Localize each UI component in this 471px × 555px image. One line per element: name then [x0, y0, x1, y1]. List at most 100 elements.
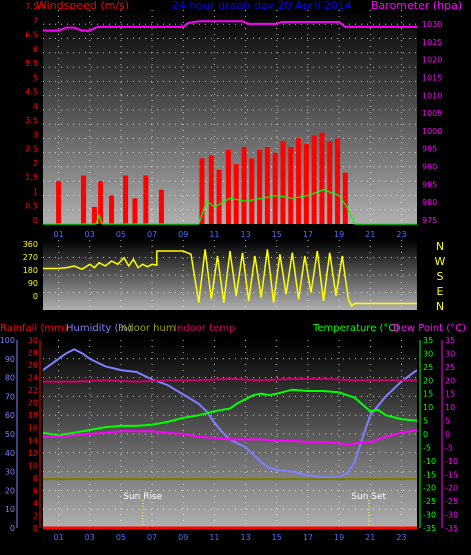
- direction-series: [43, 249, 417, 308]
- barometer-tick-label: 980: [422, 198, 437, 207]
- gust-bar: [199, 158, 205, 224]
- barometer-tick-label: 1020: [422, 56, 442, 65]
- gust-bar: [303, 144, 309, 224]
- rainfall-tick-label: 22: [28, 386, 38, 395]
- rainfall-tick-label: 20: [28, 399, 38, 408]
- time-tick-label: 01: [53, 230, 63, 239]
- temperature-tick-label: -10: [423, 457, 436, 466]
- barometer-tick-label: 1030: [422, 20, 442, 29]
- temperature-tick-label: 30: [423, 349, 433, 358]
- humidity-tick-label: 30: [5, 468, 15, 477]
- dewpoint-tick-label: -25: [445, 497, 458, 506]
- gust-bar: [327, 141, 333, 224]
- rainfall-tick-label: 2: [33, 511, 38, 520]
- windspeed-tick-label: 5.5: [25, 59, 38, 68]
- barometer-tick-label: 1010: [422, 91, 442, 100]
- rainfall-tick-label: 30: [28, 336, 38, 345]
- gust-bar: [233, 164, 239, 224]
- windspeed-tick-label: 0: [33, 216, 38, 225]
- barometer-tick-label: 1025: [422, 38, 442, 47]
- time-tick-label: 21: [365, 533, 375, 542]
- time-tick-label: 03: [85, 230, 95, 239]
- windspeed-tick-label: 4.5: [25, 88, 38, 97]
- barometer-ticks: 975 980 985 990 995 1000 1005 1010 1015 1020 1025 1…: [422, 20, 442, 225]
- time-tick-label: 13: [240, 533, 250, 542]
- temperature-ticks: -35 -30 -25 -20 -15 -10 -5 0 5 10 15 20 25 30 35: [423, 336, 436, 533]
- chart-title: 24 hour graph day 20 April 2014: [172, 0, 352, 12]
- time-tick-label: 19: [334, 533, 344, 542]
- dewpoint-tick-label: 25: [445, 363, 455, 372]
- dewpoint-tick-label: -35: [445, 524, 458, 533]
- windspeed-axis-label: Windspeed (m/s): [36, 0, 129, 12]
- sun-markers: Sun Rise Sun Set: [123, 492, 387, 528]
- rainfall-tick-label: 12: [28, 449, 38, 458]
- windspeed-ticks: 0 0.5 1 1.5 2 2.5 3 3.5 4 4.5 5 5.5 6 6.5 7 7.5: [25, 2, 38, 225]
- temperature-line: [42, 388, 418, 437]
- direction-grid: [43, 240, 417, 310]
- barometer-tick-label: 1000: [422, 127, 442, 136]
- wind-time-ticks: 01 03 05 07 09 11 13 15 17 19 21 23: [53, 230, 406, 239]
- windspeed-tick-label: 3: [33, 130, 38, 139]
- gust-bar: [109, 195, 115, 224]
- barometer-line: [43, 20, 417, 32]
- gust-bar: [319, 132, 325, 224]
- windspeed-tick-label: 0.5: [25, 202, 38, 211]
- rainfall-tick-label: 6: [33, 486, 38, 495]
- humidity-tick-label: 40: [5, 449, 15, 458]
- gust-bar: [208, 155, 214, 224]
- temperature-axis-label: Temperature (°C): [312, 323, 399, 334]
- compass-letter: E: [437, 285, 444, 298]
- gust-bar: [123, 175, 129, 224]
- time-tick-label: 23: [396, 230, 406, 239]
- compass-letter: S: [437, 270, 444, 283]
- time-tick-label: 05: [116, 230, 126, 239]
- windspeed-tick-label: 4: [33, 102, 38, 111]
- rainfall-tick-label: 18: [28, 411, 38, 420]
- windspeed-tick-label: 7: [33, 16, 38, 25]
- temperature-tick-label: -15: [423, 470, 436, 479]
- barometer-axis-label: Barometer (hpa): [371, 0, 462, 12]
- dewpoint-tick-label: -20: [445, 484, 458, 493]
- temperature-tick-label: 25: [423, 363, 433, 372]
- windspeed-tick-label: 3.5: [25, 116, 38, 125]
- rainfall-tick-label: 0: [33, 524, 38, 533]
- wind-direction-line: [43, 249, 417, 308]
- indoor-temp-line: [43, 377, 417, 383]
- rainfall-axis-label: Rainfall (mm): [0, 323, 68, 334]
- humidity-tick-label: 20: [5, 486, 15, 495]
- rainfall-tick-label: 16: [28, 424, 38, 433]
- barometer-tick-label: 1005: [422, 109, 442, 118]
- temperature-tick-label: -30: [423, 511, 436, 520]
- time-tick-label: 07: [147, 230, 157, 239]
- gust-bar: [81, 175, 87, 224]
- dew-point-line: [43, 429, 418, 446]
- dewpoint-tick-label: -30: [445, 511, 458, 520]
- indoor-temp-label: Indoor temp: [174, 323, 235, 334]
- barometer-tick-label: 985: [422, 180, 437, 189]
- time-tick-label: 21: [365, 230, 375, 239]
- gust-bar: [280, 141, 286, 224]
- average-wind-line: [43, 189, 417, 225]
- direction-tick-label: 360: [23, 240, 38, 249]
- temp-grid: [43, 340, 417, 528]
- temperature-tick-label: 0: [423, 430, 428, 439]
- direction-tick-label: 270: [23, 253, 38, 262]
- dewpoint-tick-label: -5: [445, 443, 453, 452]
- indoor-hum-label: Indoor hum: [118, 323, 176, 334]
- barometer-tick-label: 1015: [422, 73, 442, 82]
- rainfall-tick-label: 10: [28, 461, 38, 470]
- time-tick-label: 23: [396, 533, 406, 542]
- time-tick-label: 05: [116, 533, 126, 542]
- dewpoint-ticks: -35 -30 -25 -20 -15 -10 -5 0 5 10 15 20 25 30 35: [445, 336, 458, 533]
- humidity-tick-label: 70: [5, 392, 15, 401]
- temperature-tick-label: 10: [423, 403, 433, 412]
- direction-ticks: 0 90 180 270 360: [23, 240, 38, 301]
- direction-tick-label: 0: [33, 292, 38, 301]
- dewpoint-axis-label: Dew Point (°C): [393, 323, 466, 334]
- temperature-tick-label: -20: [423, 484, 436, 493]
- humidity-ticks: 0 10 20 30 40 50 60 70 80 90 100: [0, 336, 15, 533]
- temp-time-ticks: 01 03 05 07 09 11 13 15 17 19 21 23: [53, 533, 406, 542]
- dewpoint-tick-label: 0: [445, 430, 450, 439]
